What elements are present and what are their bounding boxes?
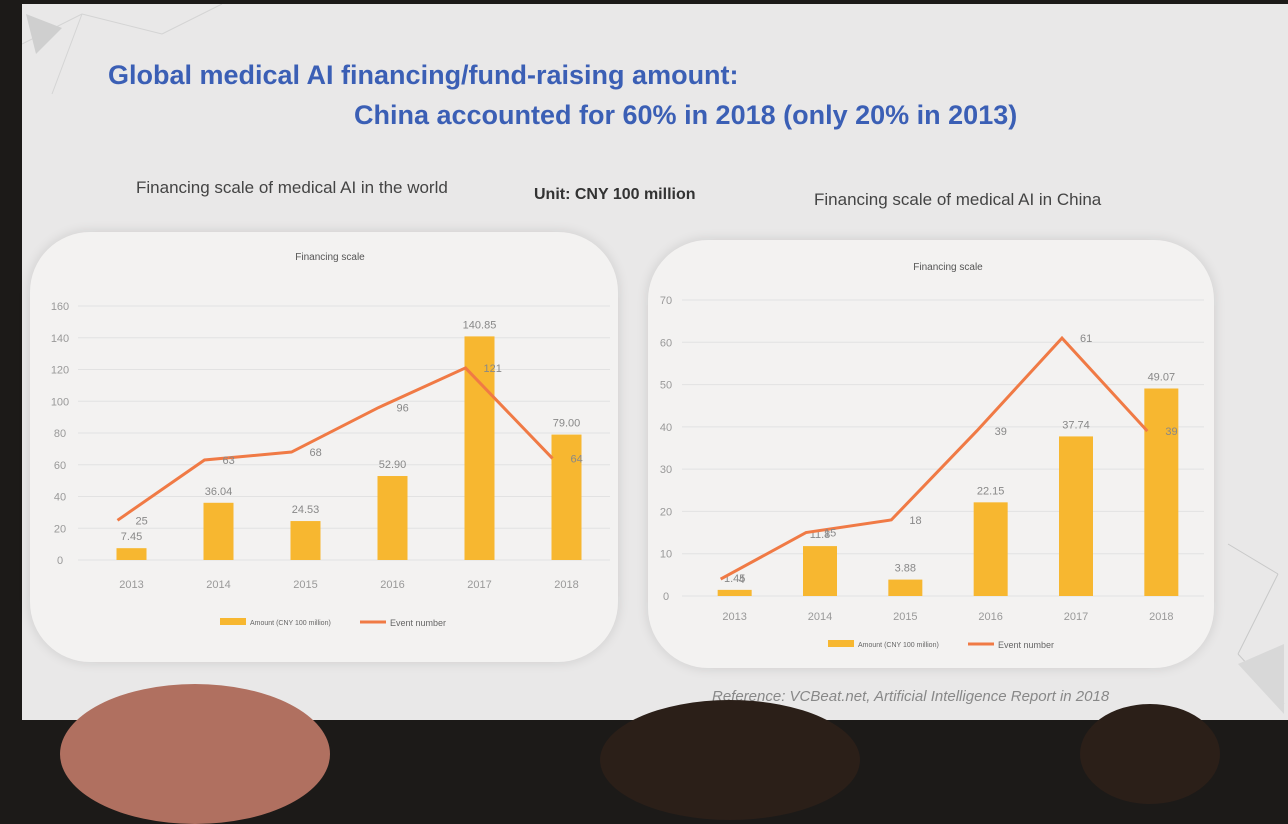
network-decoration-bottom-right: [1227, 543, 1285, 714]
line-value-label: 25: [136, 515, 148, 527]
slide-title-line-1: Global medical AI financing/fund-raising…: [108, 60, 739, 90]
left-chart-subtitle: Financing scale of medical AI in the wor…: [136, 178, 448, 197]
y-tick-label: 0: [57, 555, 63, 567]
y-tick-label: 30: [660, 464, 672, 476]
legend-amount-swatch: [828, 640, 854, 647]
y-tick-label: 10: [660, 549, 672, 561]
bar-2013: [717, 589, 752, 596]
x-tick-label: 2015: [293, 579, 317, 591]
y-tick-label: 160: [51, 301, 69, 313]
x-tick-label: 2017: [1064, 611, 1088, 623]
reference-text: Reference: VCBeat.net, Artificial Intell…: [712, 688, 1110, 705]
bar-value-label: 52.90: [379, 459, 407, 471]
legend-event-label: Event number: [998, 640, 1054, 650]
line-value-label: 61: [1080, 333, 1092, 345]
right-chart-subtitle: Financing scale of medical AI in China: [814, 190, 1102, 209]
bar-2018: [551, 434, 582, 560]
line-value-label: 4: [739, 574, 745, 586]
chart-title: Financing scale: [913, 262, 983, 273]
bar-value-label: 37.74: [1062, 419, 1090, 431]
line-value-label: 18: [909, 515, 921, 527]
bar-value-label: 22.15: [977, 485, 1005, 497]
x-tick-label: 2013: [722, 611, 746, 623]
bar-2018: [1144, 388, 1179, 596]
y-tick-label: 40: [660, 422, 672, 434]
y-tick-label: 40: [54, 492, 66, 504]
x-tick-label: 2014: [206, 579, 230, 591]
bar-2015: [888, 579, 923, 596]
y-tick-label: 60: [660, 337, 672, 349]
right-chart-panel: Financing scale 0 10 20 30 40 50 60 70 1.45 11.8 3.…: [648, 240, 1214, 668]
bar-value-label: 49.07: [1148, 372, 1176, 384]
y-tick-label: 100: [51, 396, 69, 408]
bar-2014: [203, 502, 234, 560]
unit-label: Unit: CNY 100 million: [534, 186, 696, 203]
x-tick-label: 2016: [380, 579, 404, 591]
bar-2013: [116, 548, 147, 560]
bar-2015: [290, 521, 321, 560]
y-tick-label: 140: [51, 333, 69, 345]
x-tick-label: 2018: [554, 579, 578, 591]
world-financing-chart: Financing scale 0 20 40 60 80 100 120 140 160 7.45…: [51, 252, 610, 628]
audience-head-left: [60, 684, 330, 824]
legend-amount-label: Amount (CNY 100 million): [250, 620, 331, 627]
bar-2014: [803, 546, 837, 596]
line-value-label: 64: [571, 453, 583, 465]
bar-2016: [377, 476, 408, 560]
y-tick-label: 20: [54, 523, 66, 535]
bar-value-label: 3.88: [895, 563, 916, 575]
y-tick-label: 20: [660, 506, 672, 518]
y-tick-label: 50: [660, 380, 672, 392]
audience-head-center: [600, 700, 860, 820]
y-tick-label: 60: [54, 460, 66, 472]
event-number-line: [116, 366, 554, 522]
y-tick-label: 120: [51, 365, 69, 377]
bar-value-label: 24.53: [292, 504, 320, 516]
bar-value-label: 79.00: [553, 418, 581, 430]
bar-2016: [973, 502, 1008, 596]
x-tick-label: 2015: [893, 611, 917, 623]
slide-title-line-2: China accounted for 60% in 2018 (only 20…: [354, 100, 1018, 130]
line-value-label: 15: [824, 528, 836, 540]
x-tick-label: 2014: [808, 611, 832, 623]
bar-2017: [1059, 436, 1093, 596]
line-value-label: 39: [1165, 426, 1177, 438]
line-value-label: 39: [995, 426, 1007, 438]
audience-head-right: [1080, 704, 1220, 804]
bar-value-label: 36.04: [205, 486, 233, 498]
legend-event-label: Event number: [390, 618, 446, 628]
legend-amount-label: Amount (CNY 100 million): [858, 642, 939, 649]
x-tick-label: 2017: [467, 579, 491, 591]
y-tick-label: 80: [54, 428, 66, 440]
x-tick-label: 2016: [978, 611, 1002, 623]
line-value-label: 96: [397, 403, 409, 415]
bar-value-label: 140.85: [463, 319, 497, 331]
left-chart-panel: Financing scale 0 20 40 60 80 100 120 140 160 7.45…: [30, 232, 618, 662]
network-decoration-top-left: [22, 4, 223, 95]
line-value-label: 68: [310, 447, 322, 459]
chart-title: Financing scale: [295, 252, 365, 263]
china-financing-chart: Financing scale0102030405060701.4511.83.…: [660, 262, 1204, 650]
line-value-label: 63: [223, 455, 235, 467]
y-tick-label: 70: [660, 295, 672, 307]
event-number-line: [719, 335, 1149, 581]
line-value-label: 121: [484, 363, 502, 375]
x-tick-label: 2018: [1149, 611, 1173, 623]
bar-value-label: 7.45: [121, 531, 142, 543]
y-tick-label: 0: [663, 591, 669, 603]
legend-amount-swatch: [220, 618, 246, 625]
x-tick-label: 2013: [119, 579, 143, 591]
